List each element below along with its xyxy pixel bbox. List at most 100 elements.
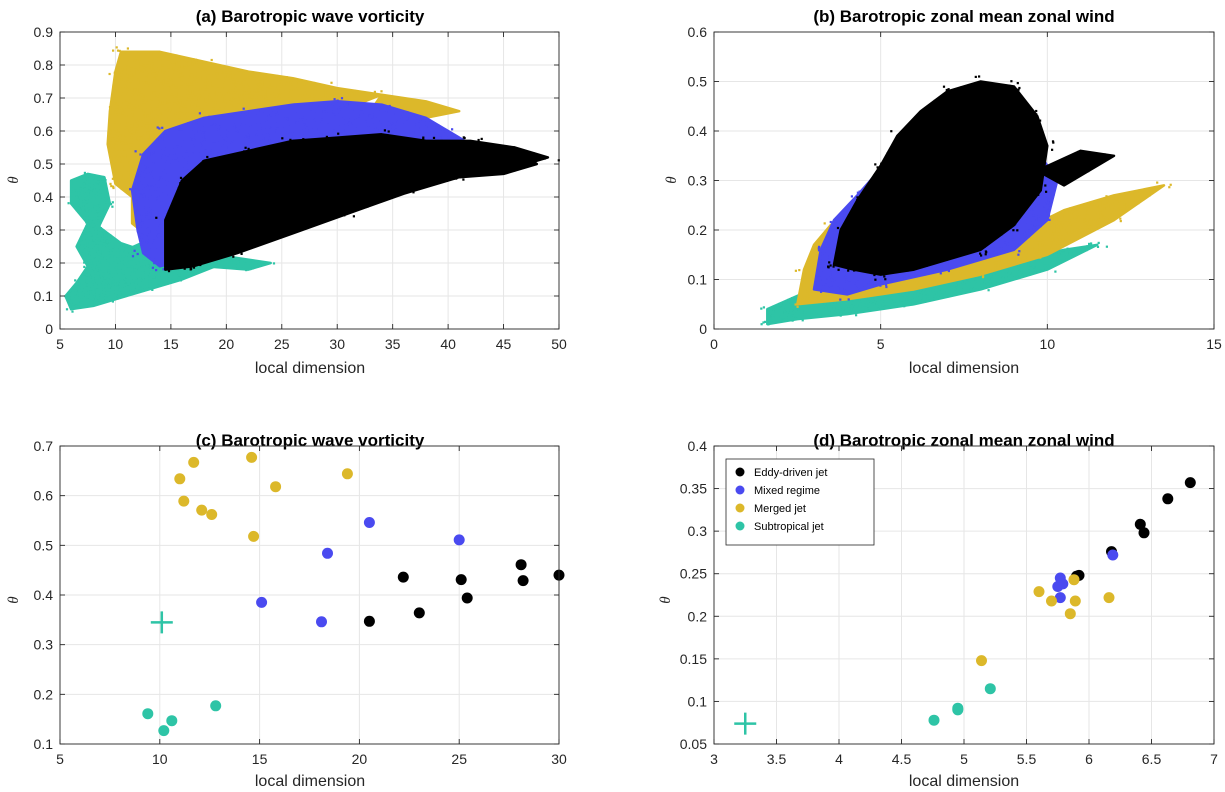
scatter-point	[201, 86, 204, 90]
scatter-point	[201, 110, 205, 113]
scatter-point	[76, 294, 80, 297]
scatter-point	[122, 287, 125, 290]
scatter-point	[289, 90, 292, 93]
scatter-point	[125, 130, 128, 133]
scatter-point	[123, 154, 127, 157]
scatter-point	[155, 100, 158, 103]
scatter-point	[92, 239, 96, 242]
scatter-point	[145, 126, 149, 129]
scatter-point	[100, 290, 103, 293]
scatter-point	[200, 268, 203, 271]
scatter-point	[106, 201, 109, 204]
scatter-point	[265, 97, 268, 100]
scatter-point	[84, 212, 87, 215]
scatter-point	[112, 49, 115, 52]
scatter-point	[199, 108, 202, 112]
scatter-point	[150, 285, 153, 288]
scatter-point	[139, 269, 142, 272]
scatter-point	[291, 98, 294, 101]
scatter-point	[69, 292, 72, 295]
scatter-point	[133, 153, 136, 157]
scatter-point	[220, 69, 223, 72]
scatter-point	[157, 284, 160, 288]
scatter-point	[85, 175, 89, 178]
scatter-point	[84, 305, 88, 308]
scatter-point	[176, 56, 179, 59]
scatter-point	[179, 111, 182, 114]
scatter-point	[101, 274, 104, 277]
scatter-point	[79, 184, 82, 187]
scatter-point	[91, 281, 94, 284]
scatter-point	[144, 74, 147, 77]
scatter-point	[166, 270, 169, 273]
scatter-point	[158, 80, 161, 83]
scatter-point	[177, 95, 180, 98]
scatter-point	[248, 95, 251, 98]
scatter-point	[101, 283, 104, 286]
scatter-point	[96, 238, 99, 241]
scatter-point	[162, 83, 165, 86]
scatter-point	[335, 89, 338, 92]
scatter-point	[98, 193, 101, 197]
scatter-point	[121, 133, 124, 136]
scatter-point	[289, 86, 292, 90]
scatter-point	[84, 241, 87, 244]
scatter-point	[118, 69, 121, 72]
scatter-point	[96, 261, 99, 265]
scatter-point	[137, 93, 140, 96]
scatter-point	[148, 116, 151, 119]
scatter-point	[151, 138, 155, 141]
scatter-point	[114, 289, 117, 292]
scatter-point	[128, 88, 131, 91]
scatter-point	[177, 86, 181, 89]
scatter-point	[142, 260, 145, 263]
scatter-point	[84, 293, 87, 296]
scatter-point	[155, 271, 158, 274]
scatter-point	[147, 134, 150, 137]
scatter-point	[288, 97, 291, 100]
scatter-point	[102, 270, 105, 273]
scatter-point	[133, 120, 136, 123]
scatter-point	[123, 286, 126, 289]
scatter-point	[96, 206, 99, 209]
scatter-point	[117, 251, 120, 254]
scatter-point	[138, 60, 141, 63]
scatter-point	[271, 99, 274, 102]
scatter-point	[140, 74, 143, 77]
scatter-point	[256, 106, 259, 109]
scatter-point	[125, 274, 128, 277]
scatter-point	[204, 111, 207, 115]
scatter-point	[117, 66, 120, 69]
scatter-point	[109, 118, 112, 121]
scatter-point	[124, 86, 127, 89]
scatter-point	[68, 303, 71, 306]
scatter-point	[94, 279, 97, 283]
scatter-point	[127, 283, 131, 286]
scatter-point	[84, 296, 87, 299]
scatter-point	[97, 301, 100, 305]
scatter-point	[234, 93, 237, 96]
scatter-point	[175, 276, 178, 279]
scatter-point	[82, 284, 85, 287]
scatter-point	[139, 56, 142, 59]
scatter-point	[93, 263, 96, 267]
scatter-point	[90, 219, 93, 222]
scatter-point	[172, 56, 175, 59]
scatter-point	[116, 154, 120, 157]
scatter-point	[122, 167, 125, 171]
scatter-point	[114, 91, 117, 94]
scatter-point	[344, 96, 347, 99]
scatter-point	[151, 263, 154, 266]
scatter-point	[125, 60, 128, 63]
scatter-point	[156, 117, 159, 120]
scatter-point	[239, 108, 242, 111]
scatter-point	[92, 231, 95, 234]
scatter-point	[114, 283, 117, 286]
scatter-point	[419, 109, 422, 112]
scatter-point	[139, 263, 142, 267]
scatter-point	[121, 111, 124, 114]
scatter-point	[154, 74, 157, 77]
scatter-point	[161, 112, 164, 115]
scatter-point	[71, 200, 74, 203]
scatter-point	[105, 268, 108, 271]
